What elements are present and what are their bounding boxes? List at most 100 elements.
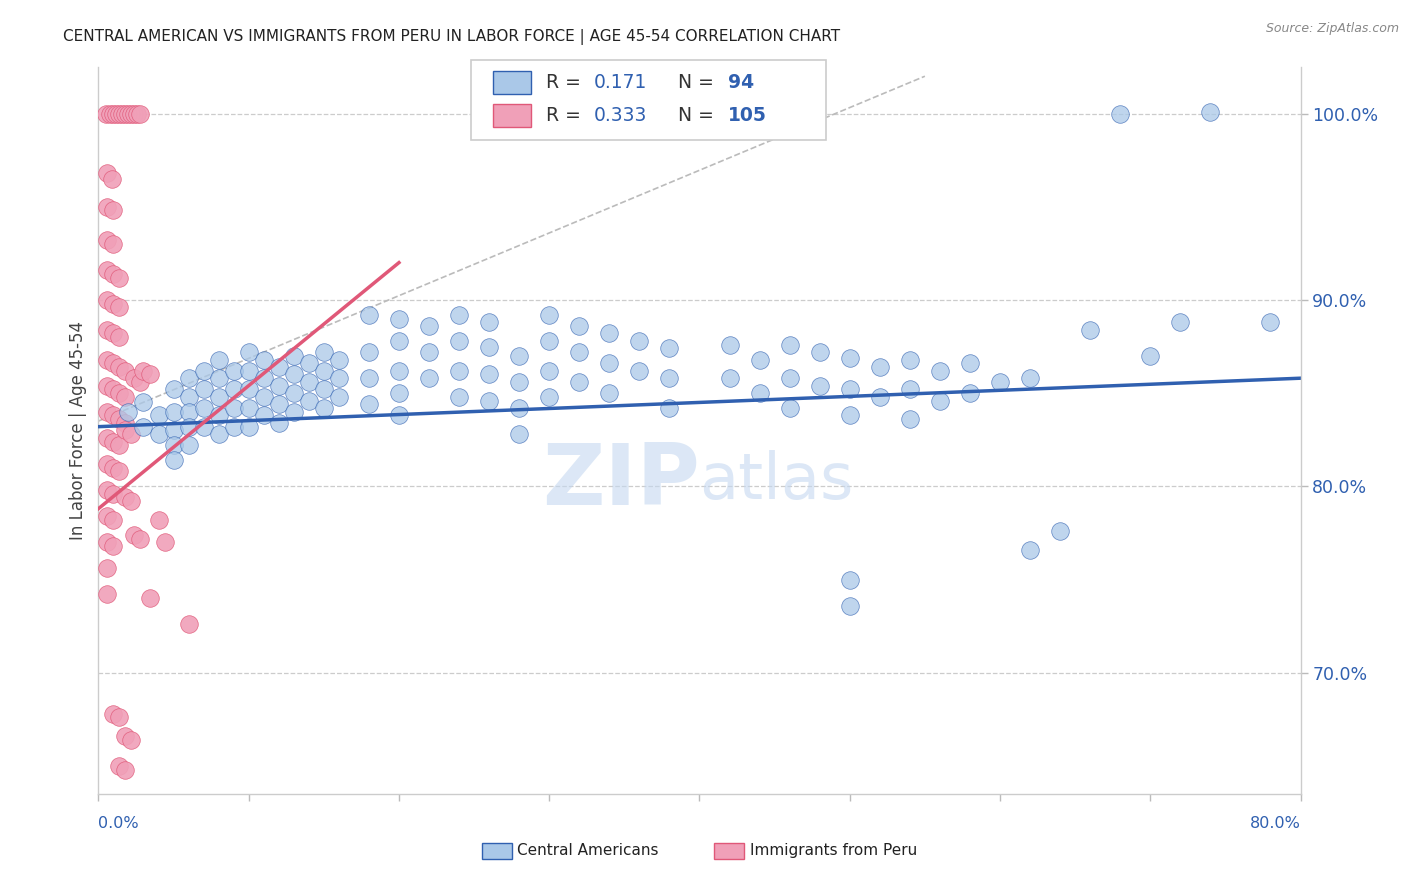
Point [658,342,681,356]
Point [869,359,891,374]
Point [114,390,136,404]
Point [208,390,231,404]
Point [718,371,741,385]
Point [96,263,118,277]
Point [959,356,981,370]
Point [114,416,136,430]
Point [96,378,118,392]
Point [1170,315,1192,329]
Point [779,371,801,385]
Point [447,334,470,348]
Text: 94: 94 [728,72,755,92]
Point [838,351,860,365]
Point [114,106,136,120]
Point [1260,315,1282,329]
Point [121,427,143,442]
Point [357,345,380,359]
Point [103,409,125,423]
Point [103,356,125,370]
Point [108,710,131,724]
Point [103,383,125,397]
Point [108,412,131,426]
Point [193,401,215,415]
Point [267,359,290,374]
Point [1139,349,1161,363]
Point [222,383,245,397]
Text: N =: N = [678,106,720,125]
Point [96,293,118,307]
Point [328,371,350,385]
Point [132,364,155,378]
Point [898,412,921,426]
Point [808,378,831,392]
Point [898,352,921,367]
Point [129,375,152,389]
Point [929,364,952,378]
Point [357,371,380,385]
Point [193,383,215,397]
Point [108,359,131,374]
Point [447,364,470,378]
Point [96,457,118,471]
Point [124,371,146,385]
Point [283,405,305,419]
Point [418,345,440,359]
Point [447,390,470,404]
Point [148,409,170,423]
Point [103,296,125,310]
Point [568,375,591,389]
Point [108,438,131,452]
Point [253,371,276,385]
Point [177,371,200,385]
Point [208,427,231,442]
Point [96,587,118,601]
Point [96,535,118,549]
Point [538,334,561,348]
Point [312,364,335,378]
Point [103,237,125,252]
Point [253,409,276,423]
Point [508,375,530,389]
Point [808,345,831,359]
Point [357,397,380,411]
Point [1019,371,1042,385]
Point [108,301,131,315]
Point [538,308,561,322]
Point [298,356,321,370]
Point [538,364,561,378]
Point [108,464,131,478]
Point [1049,524,1071,538]
Point [238,383,260,397]
Point [658,401,681,415]
Point [162,438,184,452]
Point [96,483,118,497]
Point [598,326,620,341]
Point [1019,542,1042,557]
Text: Source: ZipAtlas.com: Source: ZipAtlas.com [1265,22,1399,36]
Point [127,106,149,120]
Point [312,383,335,397]
Point [418,318,440,333]
Point [1199,104,1222,119]
Point [1078,323,1101,337]
Point [267,416,290,430]
Point [94,106,117,120]
Point [114,763,136,777]
Point [96,323,118,337]
Point [283,349,305,363]
Point [105,106,128,120]
Point [177,419,200,434]
Point [508,401,530,415]
FancyBboxPatch shape [492,70,531,94]
Point [869,390,891,404]
Point [598,386,620,401]
Point [162,405,184,419]
Point [598,356,620,370]
Point [838,409,860,423]
Point [103,267,125,281]
Point [328,390,350,404]
Point [238,364,260,378]
Point [267,397,290,411]
Point [298,393,321,408]
Point [312,345,335,359]
